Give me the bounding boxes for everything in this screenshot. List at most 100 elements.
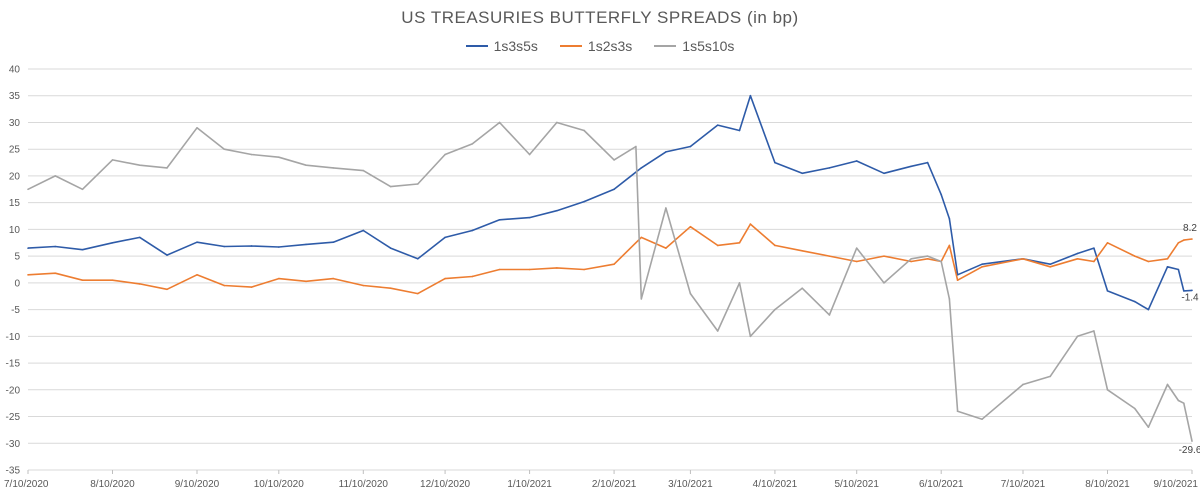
- data-point-1s5s10s: [1183, 402, 1185, 404]
- data-point-1s5s10s: [1093, 330, 1095, 332]
- data-point-1s5s10s: [1166, 383, 1169, 386]
- data-point-1s5s10s: [528, 153, 531, 156]
- chart-title: US TREASURIES BUTTERFLY SPREADS (in bp): [401, 8, 799, 27]
- data-point-1s2s3s: [1022, 258, 1024, 260]
- data-point-1s2s3s: [417, 292, 419, 295]
- legend-item-1s3s5s: 1s3s5s: [465, 38, 538, 54]
- data-point-1s2s3s: [665, 247, 667, 249]
- data-point-1s3s5s: [138, 236, 141, 239]
- data-point-1s5s10s: [1147, 426, 1150, 429]
- data-point-1s3s5s: [305, 243, 307, 246]
- data-point-1s2s3s: [1166, 258, 1169, 260]
- data-point-1s3s5s: [1166, 266, 1169, 268]
- data-point-1s3s5s: [417, 258, 419, 260]
- data-point-1s5s10s: [138, 164, 141, 167]
- data-point-1s2s3s: [1147, 260, 1150, 263]
- data-point-1s5s10s: [1191, 440, 1193, 442]
- data-point-1s5s10s: [635, 145, 637, 148]
- series-line-1s5s10s: [27, 121, 1193, 442]
- data-point-1s2s3s: [277, 277, 280, 280]
- data-point-1s2s3s: [910, 260, 913, 263]
- x-tick-label: 5/10/2021: [834, 479, 879, 490]
- y-axis: 40 35 30 25 20 15 10 5 0 -5 -10 -15 -20 -25 -30 -35: [6, 65, 21, 477]
- data-point-1s5s10s: [828, 314, 831, 316]
- data-point-1s3s5s: [640, 167, 643, 169]
- data-point-1s2s3s: [1177, 241, 1180, 244]
- data-point-1s2s3s: [223, 284, 226, 287]
- data-point-1s3s5s: [166, 254, 168, 256]
- data-point-1s5s10s: [27, 188, 29, 191]
- data-point-1s5s10s: [910, 258, 913, 260]
- x-tick-label: 1/10/2021: [507, 479, 552, 490]
- data-point-1s3s5s: [556, 209, 558, 212]
- y-tick-label: 35: [9, 91, 21, 102]
- data-point-1s2s3s: [1191, 238, 1193, 240]
- legend-swatch-1s5s10s: [654, 45, 677, 47]
- data-point-1s2s3s: [883, 255, 885, 257]
- y-tick-label: 10: [9, 225, 21, 236]
- legend-label-1s5s10s: 1s5s10s: [682, 38, 735, 54]
- data-point-1s2s3s: [926, 258, 929, 260]
- data-point-1s2s3s: [583, 268, 585, 271]
- data-point-1s5s10s: [166, 167, 168, 169]
- y-tick-label: -10: [6, 332, 21, 343]
- gridlines: [28, 68, 1192, 471]
- data-point-1s2s3s: [471, 275, 474, 278]
- data-point-1s2s3s: [1093, 260, 1095, 263]
- x-tick-label: 7/10/2020: [4, 479, 49, 490]
- data-point-1s2s3s: [138, 283, 141, 285]
- data-point-1s5s10s: [689, 292, 692, 295]
- data-point-1s5s10s: [801, 287, 803, 290]
- x-tick-label: 2/10/2021: [592, 479, 637, 490]
- data-point-1s3s5s: [498, 218, 501, 221]
- y-tick-label: 5: [14, 252, 20, 263]
- data-point-1s5s10s: [81, 188, 84, 191]
- legend-label-1s3s5s: 1s3s5s: [493, 38, 538, 54]
- data-point-1s5s10s: [774, 308, 776, 311]
- data-point-1s5s10s: [749, 335, 752, 338]
- data-point-1s3s5s: [926, 161, 929, 164]
- x-tick-label: 8/10/2020: [90, 479, 135, 490]
- series-line-1s2s3s: [27, 223, 1193, 295]
- data-point-1s3s5s: [111, 241, 114, 244]
- data-point-1s3s5s: [1106, 290, 1109, 292]
- data-point-1s5s10s: [417, 183, 419, 185]
- data-point-1s2s3s: [196, 274, 198, 276]
- data-point-1s2s3s: [362, 284, 365, 287]
- chart-legend: 1s3s5s 1s2s3s 1s5s10s: [0, 38, 1200, 54]
- y-tick-label: -5: [11, 305, 20, 316]
- data-point-1s5s10s: [389, 185, 392, 188]
- data-point-1s5s10s: [54, 175, 57, 177]
- y-tick-label: 15: [9, 198, 21, 209]
- data-point-1s3s5s: [883, 172, 885, 175]
- data-point-1s3s5s: [855, 160, 858, 162]
- data-point-1s3s5s: [1093, 247, 1095, 249]
- x-tick-label: 12/10/2020: [420, 479, 470, 490]
- x-tick-label: 11/10/2020: [339, 479, 389, 490]
- data-point-1s3s5s: [54, 245, 57, 248]
- data-point-1s3s5s: [471, 229, 474, 232]
- x-tick-label: 10/10/2020: [254, 479, 304, 490]
- data-point-1s5s10s: [883, 282, 885, 284]
- data-point-1s2s3s: [640, 236, 643, 239]
- data-point-1s2s3s: [1106, 241, 1109, 244]
- x-tick-label: 3/10/2021: [668, 479, 713, 490]
- data-point-1s3s5s: [1076, 252, 1079, 255]
- data-point-1s2s3s: [1076, 258, 1079, 260]
- data-point-1s5s10s: [956, 410, 959, 412]
- data-point-1s5s10s: [277, 156, 280, 159]
- data-point-1s3s5s: [389, 247, 392, 249]
- data-point-1s2s3s: [956, 279, 959, 281]
- data-point-1s5s10s: [1177, 399, 1180, 402]
- data-point-1s2s3s: [948, 244, 951, 247]
- data-point-1s2s3s: [444, 277, 446, 280]
- data-point-1s2s3s: [1133, 255, 1136, 257]
- end-label-1s3s5s: -1.4: [1181, 292, 1199, 303]
- end-label-1s2s3s: 8.2: [1183, 223, 1197, 234]
- series-lines: [27, 94, 1193, 442]
- data-point-1s3s5s: [583, 200, 585, 203]
- legend-swatch-1s3s5s: [465, 45, 488, 47]
- data-point-1s3s5s: [1177, 268, 1180, 271]
- y-tick-label: -35: [6, 466, 21, 477]
- data-point-1s5s10s: [444, 153, 446, 156]
